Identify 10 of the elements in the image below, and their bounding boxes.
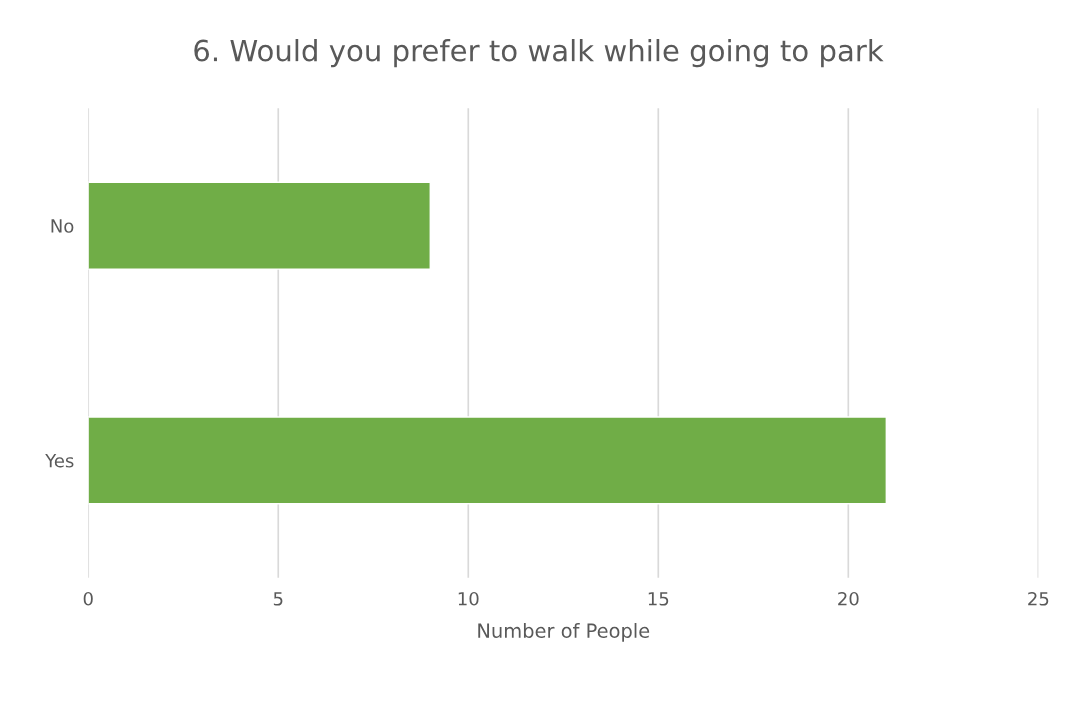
x-tick-label: 25 — [1028, 591, 1049, 606]
chart-title: 6. Would you prefer to walk while going to park — [194, 38, 884, 68]
x-tick-label: 10 — [458, 591, 479, 606]
x-axis-title: Number of People — [478, 622, 650, 642]
x-tick-label: 5 — [273, 592, 283, 606]
x-tick-label: 0 — [83, 591, 93, 606]
x-tick-label: 20 — [838, 591, 859, 606]
x-tick-label: 15 — [648, 592, 669, 606]
y-tick-label: No — [51, 219, 74, 233]
y-tick-label: Yes — [45, 454, 74, 468]
